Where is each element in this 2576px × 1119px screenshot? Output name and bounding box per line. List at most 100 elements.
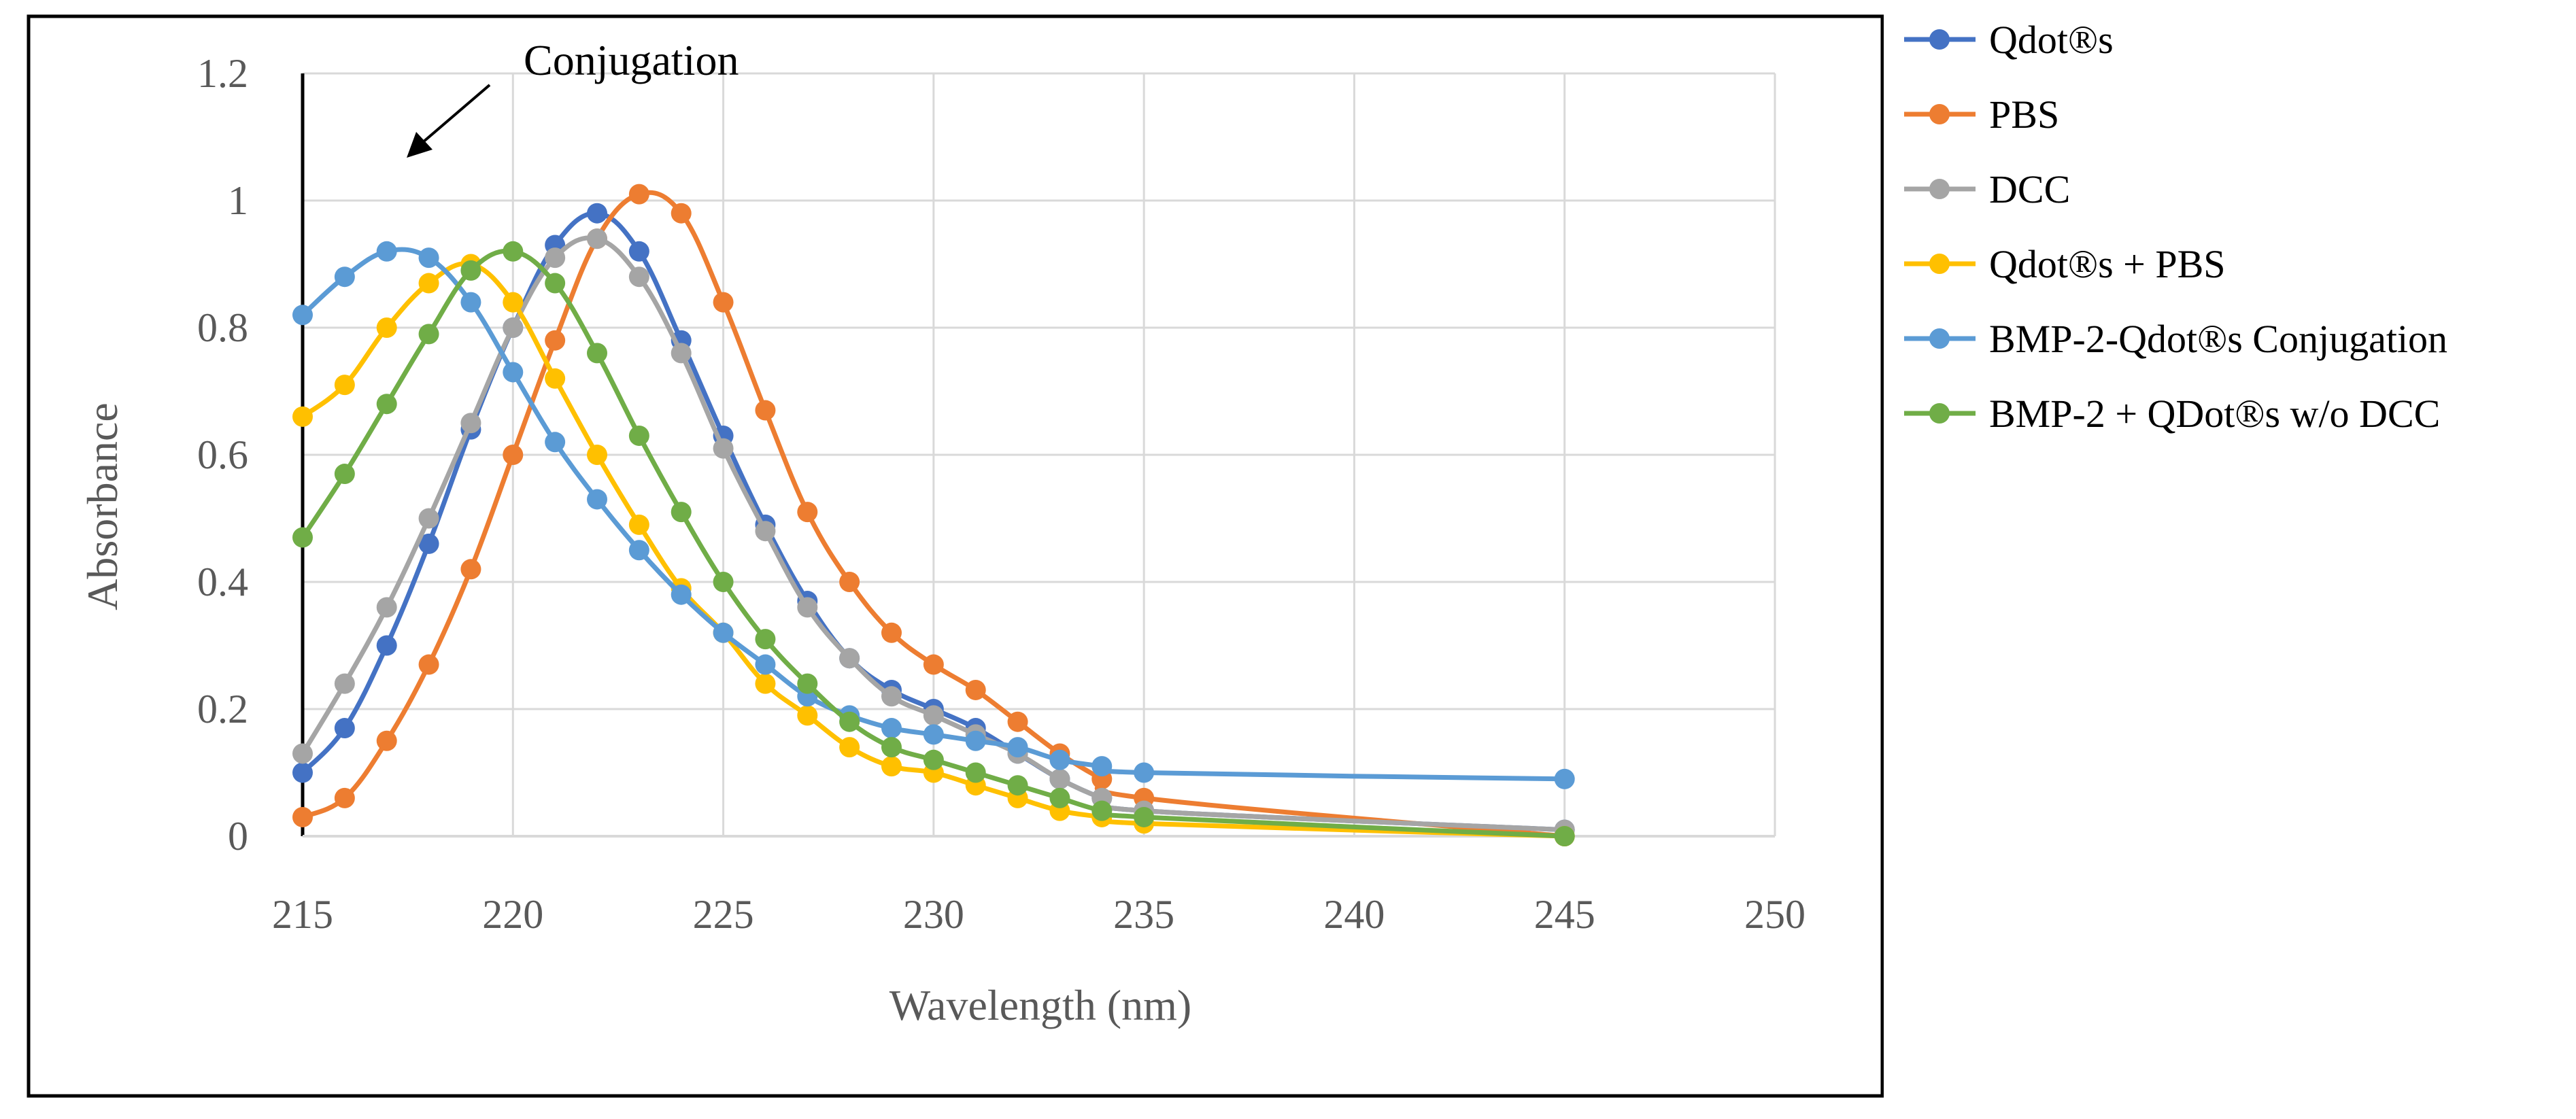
data-point: [755, 629, 776, 650]
data-point: [418, 273, 439, 294]
legend-entry: Qdot®s + PBS: [1904, 242, 2226, 286]
data-point: [881, 756, 902, 777]
x-tick-label: 215: [272, 892, 333, 937]
legend-entry: Qdot®s: [1904, 18, 2114, 62]
x-tick-label: 230: [903, 892, 964, 937]
data-point: [839, 737, 860, 758]
data-point: [797, 673, 818, 694]
legend-marker: [1929, 29, 1950, 50]
legend-label: DCC: [1989, 167, 2070, 211]
data-point: [587, 203, 607, 224]
data-point: [376, 635, 397, 656]
data-point: [839, 711, 860, 732]
y-tick-label: 0.4: [197, 560, 248, 604]
data-point: [755, 654, 776, 675]
data-point: [503, 241, 524, 262]
data-point: [418, 654, 439, 675]
data-point: [755, 400, 776, 421]
data-point: [881, 718, 902, 739]
x-tick-label: 250: [1744, 892, 1806, 937]
data-point: [1049, 749, 1070, 770]
data-point: [587, 445, 607, 465]
data-point: [628, 540, 649, 561]
x-tick-label: 245: [1534, 892, 1595, 937]
series-layer: [292, 184, 1575, 846]
data-point: [628, 241, 649, 262]
annotation-arrow-head: [407, 132, 433, 158]
y-tick-label: 1.2: [197, 51, 248, 96]
data-point: [713, 292, 734, 313]
data-point: [376, 241, 397, 262]
data-point: [797, 705, 818, 726]
data-point: [923, 654, 944, 675]
data-point: [460, 292, 481, 313]
data-point: [965, 762, 986, 783]
legend-label: BMP-2 + QDot®s w/o DCC: [1989, 392, 2440, 436]
data-point: [376, 394, 397, 415]
data-point: [334, 266, 355, 288]
legend-marker: [1929, 254, 1950, 274]
data-point: [334, 464, 355, 485]
data-point: [503, 292, 524, 313]
legend-entry: DCC: [1904, 167, 2070, 211]
data-point: [418, 533, 439, 554]
data-point: [545, 432, 566, 453]
x-tick-label: 220: [482, 892, 543, 937]
data-point: [418, 324, 439, 345]
data-point: [839, 648, 860, 669]
data-point: [755, 521, 776, 542]
legend-entry: BMP-2 + QDot®s w/o DCC: [1904, 392, 2440, 436]
data-point: [545, 247, 566, 269]
data-point: [503, 317, 524, 338]
legend-panel: [1884, 0, 2576, 1119]
series-5: [292, 241, 1575, 846]
tick-labels: 0 0.2 0.4 0.6 0.8 1 1.2 215 220 225 230 235 240 245 25…: [197, 51, 1806, 937]
data-point: [334, 718, 355, 739]
annotation-arrow-line: [417, 84, 491, 148]
data-point: [292, 743, 313, 764]
data-point: [755, 673, 776, 694]
data-point: [797, 502, 818, 523]
data-point: [713, 572, 734, 592]
data-point: [1554, 826, 1575, 846]
legend-marker: [1929, 104, 1950, 124]
data-point: [418, 247, 439, 269]
data-point: [1134, 806, 1155, 827]
data-point: [881, 686, 902, 707]
data-point: [503, 362, 524, 383]
data-point: [1007, 711, 1028, 732]
data-point: [881, 622, 902, 643]
data-point: [1007, 775, 1028, 796]
data-point: [376, 730, 397, 751]
data-point: [460, 413, 481, 434]
data-point: [671, 584, 692, 605]
series-line: [301, 190, 1565, 839]
gridlines: [303, 72, 1776, 836]
data-point: [334, 375, 355, 396]
data-point: [545, 330, 566, 351]
legend-label: Qdot®s + PBS: [1989, 242, 2226, 286]
data-point: [376, 317, 397, 338]
data-point: [292, 762, 313, 783]
annotation-label: Conjugation: [524, 36, 739, 84]
data-point: [628, 266, 649, 288]
data-point: [418, 508, 439, 529]
data-point: [1007, 737, 1028, 758]
data-point: [713, 622, 734, 643]
legend-marker: [1929, 179, 1950, 199]
legend-entry: PBS: [1904, 92, 2059, 137]
data-point: [292, 406, 313, 427]
series-line: [301, 235, 1565, 833]
data-point: [376, 597, 397, 618]
data-point: [1554, 768, 1575, 789]
data-point: [965, 730, 986, 751]
data-point: [628, 514, 649, 535]
data-point: [797, 597, 818, 618]
legend: Qdot®s PBS DCC Qdot®s + PBS BMP-2-Qdot®s Con…: [1904, 18, 2447, 436]
data-point: [334, 673, 355, 694]
data-point: [713, 438, 734, 459]
data-point: [1091, 800, 1113, 821]
data-point: [671, 203, 692, 224]
data-point: [292, 527, 313, 548]
